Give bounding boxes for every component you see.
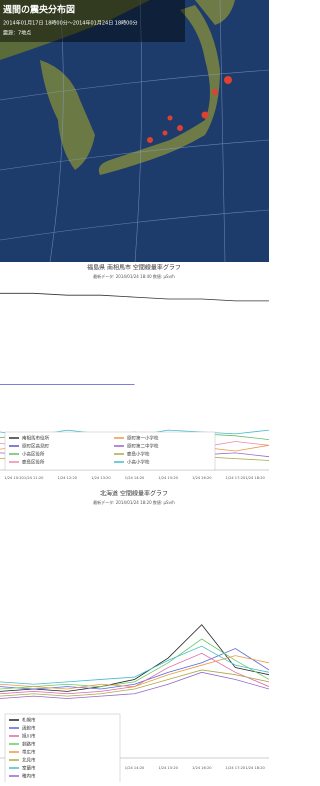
- legend-label: 鹿島区役所: [22, 459, 45, 466]
- legend-label: 稚内市: [22, 773, 36, 780]
- x-tick-label: 1/24 18:20: [245, 476, 265, 480]
- legend-label: 釧路市: [22, 741, 36, 748]
- legend-label: 原町第一小学校: [127, 435, 159, 442]
- x-tick-label: 1/24 17:20: [226, 766, 246, 770]
- legend-label: 小高小学校: [127, 459, 150, 466]
- legend-label: 旭川市: [22, 733, 36, 740]
- map-note: 震源：7地点: [3, 30, 31, 37]
- legend-label: 函館市: [22, 725, 36, 732]
- map-title: 週間の震央分布図: [3, 4, 75, 16]
- legend-label: 鹿島小学校: [127, 451, 150, 458]
- x-tick-label: 1/24 17:20: [226, 476, 246, 480]
- x-tick-label: 1/24 15:20: [158, 476, 178, 480]
- x-tick-label: 1/24 12:20: [57, 476, 77, 480]
- legend-label: 原町区高見町: [22, 443, 49, 450]
- legend-label: 札幌市: [22, 717, 36, 724]
- map-subtitle: 2014年01月17日 18時00分～2014年01月24日 18時00分: [3, 20, 138, 27]
- page: 週間の震央分布図 2014年01月17日 18時00分～2014年01月24日 …: [0, 0, 269, 782]
- x-tick-label: 1/24 16:20: [192, 766, 212, 770]
- series-line: [0, 646, 269, 684]
- legend-label: 帯広市: [22, 749, 36, 756]
- chart-title: 北海道 空間線量率グラフ: [100, 490, 168, 498]
- series-line: [0, 639, 269, 689]
- x-tick-label: 1/24 18:20: [245, 766, 265, 770]
- legend-label: 南相馬市役所: [22, 435, 49, 442]
- legend-label: 北見市: [22, 757, 36, 764]
- legend-label: 小高区役所: [22, 451, 45, 458]
- series-line: [0, 625, 269, 692]
- series-line: [0, 293, 269, 301]
- x-tick-label: 1/24 14:20: [125, 476, 145, 480]
- map: 週間の震央分布図 2014年01月17日 18時00分～2014年01月24日 …: [0, 0, 269, 262]
- x-tick-label: 1/24 10:20: [4, 476, 24, 480]
- screen: 週間の震央分布図 2014年01月17日 18時00分～2014年01月24日 …: [0, 0, 269, 782]
- legend-label: 原町第二中学校: [127, 443, 159, 450]
- x-tick-label: 1/24 14:20: [125, 766, 145, 770]
- x-tick-label: 1/24 15:20: [158, 766, 178, 770]
- legend-label: 室蘭市: [22, 765, 36, 772]
- legend-box: [5, 714, 120, 782]
- x-tick-label: 1/24 13:20: [91, 476, 111, 480]
- chart-subtitle: 最新データ: 2014/01/24 18:20 数値: μSv/h: [93, 499, 175, 505]
- chart-subtitle: 最新データ: 2014/01/24 18:40 数値: μSv/h: [93, 273, 175, 279]
- x-tick-label: 1/24 11:20: [24, 476, 44, 480]
- x-tick-label: 1/24 16:20: [192, 476, 212, 480]
- chart-title: 福島県 南相馬市 空間線量率グラフ: [87, 264, 181, 272]
